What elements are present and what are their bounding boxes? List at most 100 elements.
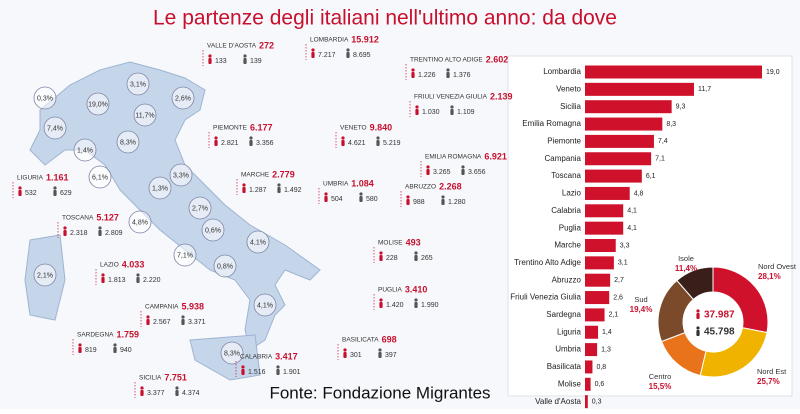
region-total: 9.840: [370, 122, 393, 132]
region-name: VENETO: [340, 125, 367, 132]
person-icon-body: [426, 169, 430, 175]
person-icon-body: [136, 277, 140, 283]
person-icon-head: [446, 68, 450, 72]
person-icon-head: [136, 273, 140, 277]
share-label: 3,1%: [130, 81, 146, 88]
donut-value-label: 11,4%: [675, 264, 697, 273]
person-icon-head: [379, 298, 383, 302]
person-icon-body: [450, 109, 454, 115]
region-total: 272: [259, 40, 274, 50]
bar-category: Trentino Alto Adige: [514, 258, 581, 267]
person-icon-body: [241, 369, 245, 375]
share-circle: [171, 86, 195, 110]
share-label: 8,3%: [224, 350, 240, 357]
bar: [585, 395, 588, 409]
region-female: 504: [331, 196, 343, 203]
person-icon-body: [414, 255, 418, 261]
region-female: 1.516: [248, 369, 266, 376]
region-male: 3.356: [256, 140, 274, 147]
share-circle: [173, 243, 197, 267]
person-icon-head: [78, 343, 82, 347]
bar: [585, 152, 652, 166]
person-icon-head: [241, 365, 245, 369]
donut-category: Isole: [678, 254, 694, 263]
region-total: 2.268: [439, 181, 462, 191]
share-label: 1,4%: [77, 147, 93, 154]
region-name: EMILIA ROMAGNA: [425, 154, 482, 161]
region-name: MOLISE: [378, 240, 403, 247]
region-total: 5.938: [181, 301, 204, 311]
bar: [585, 325, 599, 339]
donut-value-label: 19,4%: [630, 305, 653, 314]
bar-value-label: 1,3: [601, 346, 611, 353]
bar: [585, 221, 624, 235]
region-male: 5.219: [383, 140, 401, 147]
person-icon-body: [379, 302, 383, 308]
region-total: 15.912: [351, 34, 379, 44]
bar: [585, 134, 654, 148]
region-male: 3.371: [188, 319, 206, 326]
region-total: 4.033: [122, 259, 145, 269]
region-name: SICILIA: [139, 375, 162, 382]
person-icon-head: [441, 195, 445, 199]
share-label: 0,8%: [217, 263, 233, 270]
person-icon-body: [181, 319, 185, 325]
bar-value-label: 2,6: [613, 294, 623, 301]
person-icon-head: [53, 186, 57, 190]
bar-value-label: 3,3: [620, 242, 630, 249]
person-icon-body: [311, 52, 315, 58]
bar-value-label: 0,6: [595, 381, 605, 388]
bar-value-label: 3,1: [618, 260, 628, 267]
region-name: PUGLIA: [378, 287, 403, 294]
region-name: LAZIO: [100, 262, 119, 269]
region-male: 2.220: [143, 277, 161, 284]
person-icon-body: [376, 140, 380, 146]
person-icon-head: [343, 348, 347, 352]
person-icon-body: [696, 330, 700, 336]
region-male: 1.492: [284, 187, 302, 194]
donut-category: Nord Est: [757, 367, 787, 376]
region-female: 133: [215, 58, 227, 65]
region-total: 698: [382, 334, 397, 344]
share-label: 6,1%: [92, 174, 108, 181]
region-male: 3.656: [468, 169, 486, 176]
region-male: 139: [250, 58, 262, 65]
bar-value-label: 8,3: [666, 121, 676, 128]
share-label: 2,7%: [192, 205, 208, 212]
bar-value-label: 6,1: [646, 173, 656, 180]
region-female: 1.226: [418, 72, 436, 79]
person-icon-body: [242, 187, 246, 193]
center-label-male: 45.798: [704, 327, 735, 338]
share-circle: [86, 92, 110, 116]
region-male: 1.376: [453, 72, 471, 79]
person-icon-body: [378, 352, 382, 358]
person-icon-head: [146, 315, 150, 319]
person-icon-body: [277, 187, 281, 193]
bar: [585, 308, 605, 322]
person-icon-head: [415, 105, 419, 109]
bar-value-label: 1,4: [602, 329, 612, 336]
region-total: 6.921: [484, 151, 507, 161]
region-total: 3.417: [275, 351, 298, 361]
bar-value-label: 4,8: [634, 190, 644, 197]
bar-category: Friuli Venezia Giulia: [510, 293, 581, 302]
donut-slice: [676, 266, 714, 301]
person-icon-head: [214, 136, 218, 140]
share-circle: [43, 116, 67, 140]
bar: [585, 82, 694, 96]
share-circle: [246, 230, 270, 254]
bar-category: Liguria: [557, 327, 582, 336]
share-circle: [116, 130, 140, 154]
region-female: 3.377: [147, 390, 165, 397]
bar-value-label: 2,7: [614, 277, 624, 284]
person-icon-head: [249, 136, 253, 140]
region-male: 1.990: [421, 302, 439, 309]
region-total: 5.127: [96, 212, 119, 222]
bar-value-label: 4,1: [627, 208, 637, 215]
share-circle: [201, 218, 225, 242]
bar-category: Toscana: [551, 171, 581, 180]
person-icon-head: [346, 48, 350, 52]
share-circle: [253, 293, 277, 317]
title: Le partenze degli italiani nell'ultimo a…: [153, 7, 617, 30]
